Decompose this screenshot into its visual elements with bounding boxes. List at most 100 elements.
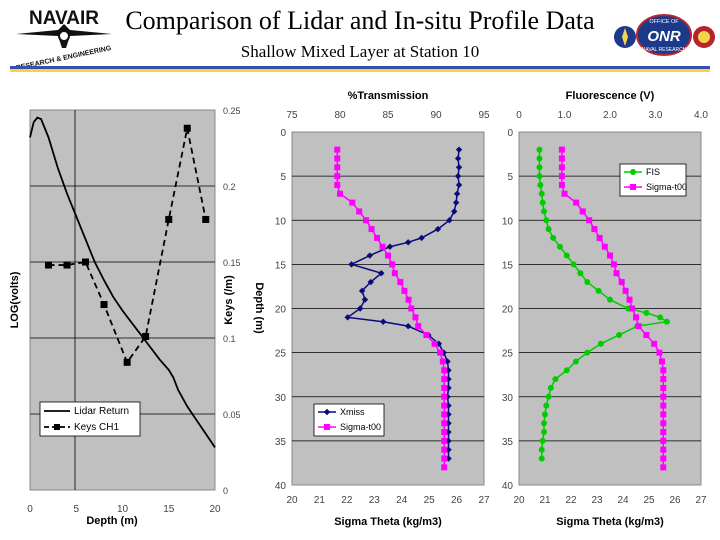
lidar-y2-axis-label: Keys (/m) (223, 275, 235, 325)
fis-point (539, 437, 546, 444)
fluorescence-sigma-point (613, 270, 620, 277)
fluorescence-x-bottom-tick-label: 22 (565, 495, 577, 506)
transmission-sigma-point (412, 314, 419, 321)
fluorescence-sigma-point (660, 420, 667, 427)
fis-point (536, 164, 543, 171)
page-subtitle: Shallow Mixed Layer at Station 10 (240, 42, 480, 61)
fluorescence-sigma-point (618, 279, 625, 286)
lidar-y2-tick-label: 0.1 (223, 334, 236, 344)
xmiss-point (455, 181, 463, 189)
fis-point (536, 146, 543, 153)
fluorescence-x-bottom-tick-label: 26 (669, 495, 681, 506)
transmission-x-bottom-tick-label: 21 (314, 495, 326, 506)
transmission-sigma-point (441, 402, 448, 409)
transmission-sigma-point (337, 190, 343, 197)
lidar-y2-tick-label: 0.05 (223, 410, 241, 420)
fluorescence-sigma-point (660, 393, 667, 400)
onr-logo: OFFICE OF ONR NAVAL RESEARCH (612, 10, 716, 60)
keys-ch1-point (202, 215, 210, 223)
transmission-y-tick-label: 25 (275, 349, 287, 360)
lidar-y2-tick-label: 0.15 (223, 258, 241, 268)
transmission-sigma-point (439, 358, 446, 365)
xmiss-point (451, 208, 458, 215)
xmiss-point (418, 234, 425, 242)
fluorescence-sigma-point (558, 181, 565, 188)
lidar-x-tick-label: 0 (27, 504, 33, 515)
fluorescence-sigma-point (622, 287, 629, 294)
fluorescence-x-bottom-tick-label: 25 (643, 495, 655, 506)
fluorescence-sigma-point (660, 429, 667, 436)
transmission-sigma-point (356, 208, 363, 215)
fluorescence-sigma-point (643, 331, 650, 338)
fis-point (663, 318, 670, 325)
xmiss-point (386, 243, 394, 250)
transmission-sigma-point (441, 376, 448, 383)
fluorescence-sigma-point (558, 173, 565, 180)
transmission-y-tick-label: 5 (280, 172, 286, 183)
fluorescence-y-tick-label: 15 (502, 260, 514, 271)
transmission-y-tick-label: 35 (275, 437, 287, 448)
fis-point (572, 358, 579, 365)
transmission-sigma-point (391, 270, 398, 277)
fluorescence-y-tick-label: 10 (502, 216, 514, 227)
xmiss-point (452, 199, 460, 206)
fluorescence-sigma-point (660, 411, 667, 418)
fluorescence-y-tick-label: 0 (507, 128, 513, 139)
transmission-sigma-point (334, 181, 341, 188)
fis-point (597, 340, 604, 347)
fis-point (563, 367, 570, 374)
fluorescence-sigma-point (660, 384, 667, 391)
lidar-y2-tick-label: 0.2 (223, 182, 236, 192)
keys-ch1-point (165, 215, 173, 223)
lidar-legend-label: Lidar Return (74, 406, 129, 417)
transmission-sigma-point (368, 226, 375, 233)
transmission-sigma-point (334, 146, 341, 153)
fluorescence-y-tick-label: 40 (502, 481, 514, 492)
transmission-x-bottom-tick-label: 25 (424, 495, 436, 506)
fluorescence-sigma-point (633, 314, 639, 321)
transmission-sigma-point (441, 455, 448, 462)
transmission-y-tick-label: 30 (275, 393, 287, 404)
lidar-x-axis-label: Depth (m) (86, 515, 138, 527)
transmission-x-top-tick-label: 90 (430, 110, 442, 121)
lidar-x-tick-label: 10 (117, 504, 129, 515)
fluorescence-sigma-point (591, 226, 598, 233)
transmission-sigma-point (415, 323, 422, 330)
fluorescence-legend-marker-sigma (630, 184, 636, 190)
fluorescence-sigma-point (561, 190, 568, 197)
transmission-x-top-tick-label: 85 (382, 110, 394, 121)
fluorescence-sigma-point (660, 455, 667, 462)
transmission-y-tick-label: 0 (280, 128, 286, 139)
lidar-x-tick-label: 20 (209, 504, 221, 515)
fluorescence-x-bottom-tick-label: 20 (513, 495, 525, 506)
transmission-title: %Transmission (348, 90, 429, 102)
transmission-sigma-point (431, 340, 438, 347)
keys-ch1-point (183, 124, 191, 132)
transmission-x-bottom-tick-label: 26 (451, 495, 463, 506)
xmiss-point (455, 146, 463, 153)
fluorescence-sigma-point (610, 261, 617, 268)
transmission-legend (313, 403, 385, 437)
transmission-sigma-point (408, 305, 415, 312)
transmission-sigma-point (441, 393, 448, 400)
transmission-x-bottom-tick-label: 27 (478, 495, 490, 506)
transmission-y-tick-label: 10 (275, 216, 287, 227)
fluorescence-y-tick-label: 30 (502, 393, 514, 404)
fluorescence-legend (619, 163, 687, 197)
fluorescence-sigma-point (660, 376, 667, 383)
transmission-y-tick-label: 40 (275, 481, 287, 492)
transmission-sigma-point (389, 261, 396, 268)
fluorescence-sigma-point (573, 199, 580, 206)
fluorescence-sigma-point (660, 437, 667, 444)
fluorescence-x-bottom-tick-label: 23 (591, 495, 603, 506)
transmission-sigma-point (423, 331, 430, 338)
transmission-x-bottom-tick-label: 22 (341, 495, 353, 506)
fis-point (539, 199, 546, 206)
keys-ch1-point (123, 358, 131, 366)
fluorescence-legend-marker-fis (630, 169, 636, 175)
fluorescence-x-top-tick-label: 3.0 (649, 110, 663, 121)
fluorescence-sigma-point (586, 217, 593, 224)
transmission-sigma-point (374, 234, 381, 241)
keys-ch1-point (82, 258, 89, 266)
